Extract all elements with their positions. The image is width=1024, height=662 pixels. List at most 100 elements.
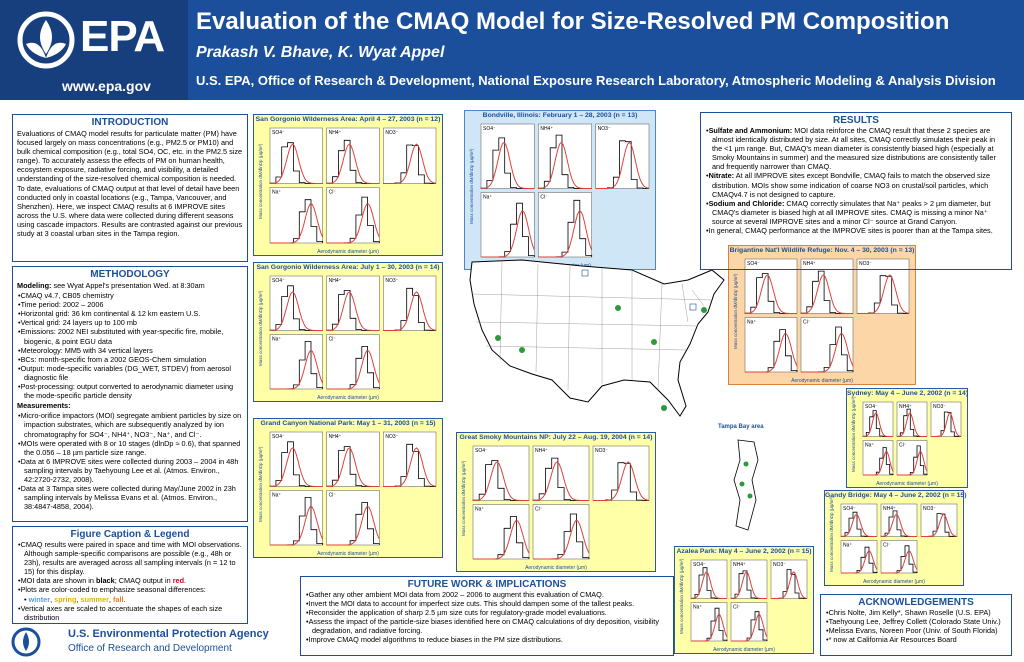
modeling-text: see Wyat Appel's presentation Wed. at 8:… (51, 281, 205, 290)
species-plot: NH4⁺ (326, 275, 380, 331)
species-label: SO4⁻ (865, 404, 878, 410)
y-axis-label: Mass concentration dM/dlnDp (µg/m³) (851, 396, 856, 472)
species-plot: SO4⁻ (480, 123, 535, 189)
results-list: Sulfate and Ammonium: MOI data reinforce… (701, 126, 1011, 235)
epa-url-link[interactable]: www.epa.gov (62, 78, 151, 94)
panel-plots: SO4⁻ NH4⁺ NO3⁻ Na⁺ Cl⁻ Mass concentration dM/… (258, 127, 437, 255)
species-label: NO3⁻ (595, 448, 608, 454)
us-outline (469, 259, 725, 417)
y-axis-label: Mass concentration dM/dlnDp (µg/m³) (733, 273, 738, 349)
cmaq-curve (857, 274, 910, 314)
caption-item: Plots are color-coded to emphasize seaso… (17, 585, 243, 594)
acknowledgement-item: Taehyoung Lee, Jeffrey Collett (Colorado… (825, 617, 1007, 626)
species-plot: NO3⁻ (595, 123, 650, 189)
species-plot: Cl⁻ (896, 440, 928, 476)
panel-plots: SO4⁻ NH4⁺ NO3⁻ Na⁺ Cl⁻ Mass concentration dM/… (469, 123, 650, 269)
measurement-item: Micro-orifice impactors (MOI) segregate … (17, 411, 243, 438)
panel-plots: SO4⁻ NH4⁺ NO3⁻ Na⁺ Cl⁻ Mass concentration dM/… (461, 445, 650, 571)
modeling-item: Output: mode-specific variables (DG_WET,… (17, 364, 243, 382)
species-label: SO4⁻ (483, 126, 496, 132)
measurement-item: Data at 3 Tampa sites were collected dur… (17, 484, 243, 511)
results-title: RESULTS (833, 115, 879, 126)
modeling-item: BCs: month-specific from a 2002 GEOS-Che… (17, 355, 243, 364)
panel-plots: SO4⁻ NH4⁺ NO3⁻ Na⁺ Cl⁻ Mass concentration dM/… (679, 558, 808, 653)
species-label: SO4⁻ (272, 434, 285, 440)
results-item: In general, CMAQ performance at the IMPR… (705, 226, 1007, 235)
modeling-item: Post-processing: output converted to aer… (17, 382, 243, 400)
epa-logo-block: EPA www.epa.gov (0, 0, 188, 100)
cmaq-curve (472, 461, 529, 501)
species-plot: Na⁺ (744, 317, 798, 373)
future-work-item: Gather any other ambient MOI data from 2… (305, 590, 669, 599)
panel-plots: SO4⁻ NH4⁺ NO3⁻ Na⁺ Cl⁻ Mass concentration dM/… (851, 396, 962, 487)
modeling-line: Modeling: see Wyat Appel's presentation … (13, 280, 247, 291)
species-plot: NH4⁺ (800, 258, 854, 314)
species-label: Cl⁻ (329, 337, 337, 343)
species-plot: Na⁺ (269, 334, 324, 390)
cmaq-curve (921, 513, 958, 537)
species-plot: Na⁺ (269, 187, 324, 244)
species-plot: Cl⁻ (730, 602, 768, 642)
species-label: Na⁺ (272, 337, 281, 343)
species-plot: Na⁺ (480, 192, 535, 258)
panel-azalea-park: Azalea Park: May 4 – June 2, 2002 (n = 1… (674, 546, 814, 654)
future-work-box: FUTURE WORK & IMPLICATIONS Gather any ot… (300, 576, 674, 656)
species-label: NH4⁺ (733, 562, 746, 568)
species-plot: NO3⁻ (770, 559, 808, 599)
poster-affiliation: U.S. EPA, Office of Research & Developme… (196, 73, 996, 88)
season-spring: spring (54, 594, 77, 604)
cmaq-curve (532, 461, 589, 501)
footer-office: Office of Research and Development (68, 643, 232, 654)
site-marker (701, 307, 707, 313)
acknowledgements-title: ACKNOWLEDGEMENTS (858, 597, 974, 608)
caption-box: Figure Caption & Legend CMAQ results wer… (12, 526, 248, 624)
cmaq-curve (800, 274, 853, 314)
species-plot: SO4⁻ (744, 258, 798, 314)
species-label: NO3⁻ (598, 126, 611, 132)
species-plot: SO4⁻ (472, 445, 530, 501)
y-axis-label: Mass concentration dM/dlnDp (µg/m³) (461, 460, 466, 536)
species-plot: NO3⁻ (856, 258, 910, 314)
epa-wordmark: EPA (80, 12, 165, 61)
results-item-text: CMAQ correctly simulates that Na⁺ peaks … (712, 198, 991, 226)
moi-histogram (744, 273, 797, 314)
cmaq-curve (593, 461, 650, 501)
future-work-item: Assess the impact of the particle-size b… (305, 617, 669, 635)
poster-authors: Prakash V. Bhave, K. Wyat Appel (196, 44, 445, 61)
species-label: NH4⁺ (883, 506, 896, 512)
cmaq-curve (881, 513, 917, 537)
species-label: NH4⁺ (329, 278, 342, 284)
cmaq-curve (538, 141, 592, 189)
species-label: NO3⁻ (385, 130, 398, 136)
species-plot: Cl⁻ (326, 334, 380, 390)
site-markers (495, 305, 707, 411)
species-label: NH4⁺ (329, 130, 342, 136)
y-axis-label: Mass concentration dM/dlnDp (µg/m³) (679, 558, 684, 634)
panel-bondville: Bondville, Illinois: February 1 – 28, 20… (464, 110, 656, 270)
panel-brigantine: Brigantine Nat'l Wildlife Refuge: Nov. 4… (728, 245, 916, 385)
cmaq-curve (863, 450, 894, 476)
acknowledgement-item: Chris Nolte, Jim Kelly*, Shawn Roselle (… (825, 608, 1007, 617)
cmaq-curve (383, 143, 437, 184)
cmaq-curve (841, 550, 878, 574)
methodology-box: METHODOLOGY Modeling: see Wyat Appel's p… (12, 266, 248, 522)
species-label: NH4⁺ (329, 434, 342, 440)
caption-item-colors: MOI data are shown in black; CMAQ output… (17, 576, 243, 585)
y-axis-label: Mass concentration dM/dlnDp (µg/m³) (829, 496, 834, 572)
species-plot: NO3⁻ (920, 503, 958, 537)
modeling-item: Time period: 2002 – 2006 (17, 300, 243, 309)
cmaq-curve (897, 450, 928, 476)
cmaq-curve (931, 412, 962, 437)
species-label: NO3⁻ (923, 506, 936, 512)
panel-title: San Gorgonio Wilderness Area: July 1 – 3… (256, 264, 440, 271)
cmaq-curve (731, 614, 768, 642)
state-borders (471, 261, 713, 391)
cmaq-curve (383, 291, 437, 331)
species-label: SO4⁻ (475, 448, 488, 454)
cmaq-curve (896, 412, 927, 437)
site-marker (519, 347, 525, 353)
modeling-item: Emissions: 2002 NEI substituted with yea… (17, 327, 243, 345)
y-axis-label: Mass concentration dM/dlnDp (µg/m³) (258, 290, 263, 366)
species-label: Cl⁻ (535, 507, 543, 513)
footer-agency: U.S. Environmental Protection Agency (68, 628, 269, 640)
